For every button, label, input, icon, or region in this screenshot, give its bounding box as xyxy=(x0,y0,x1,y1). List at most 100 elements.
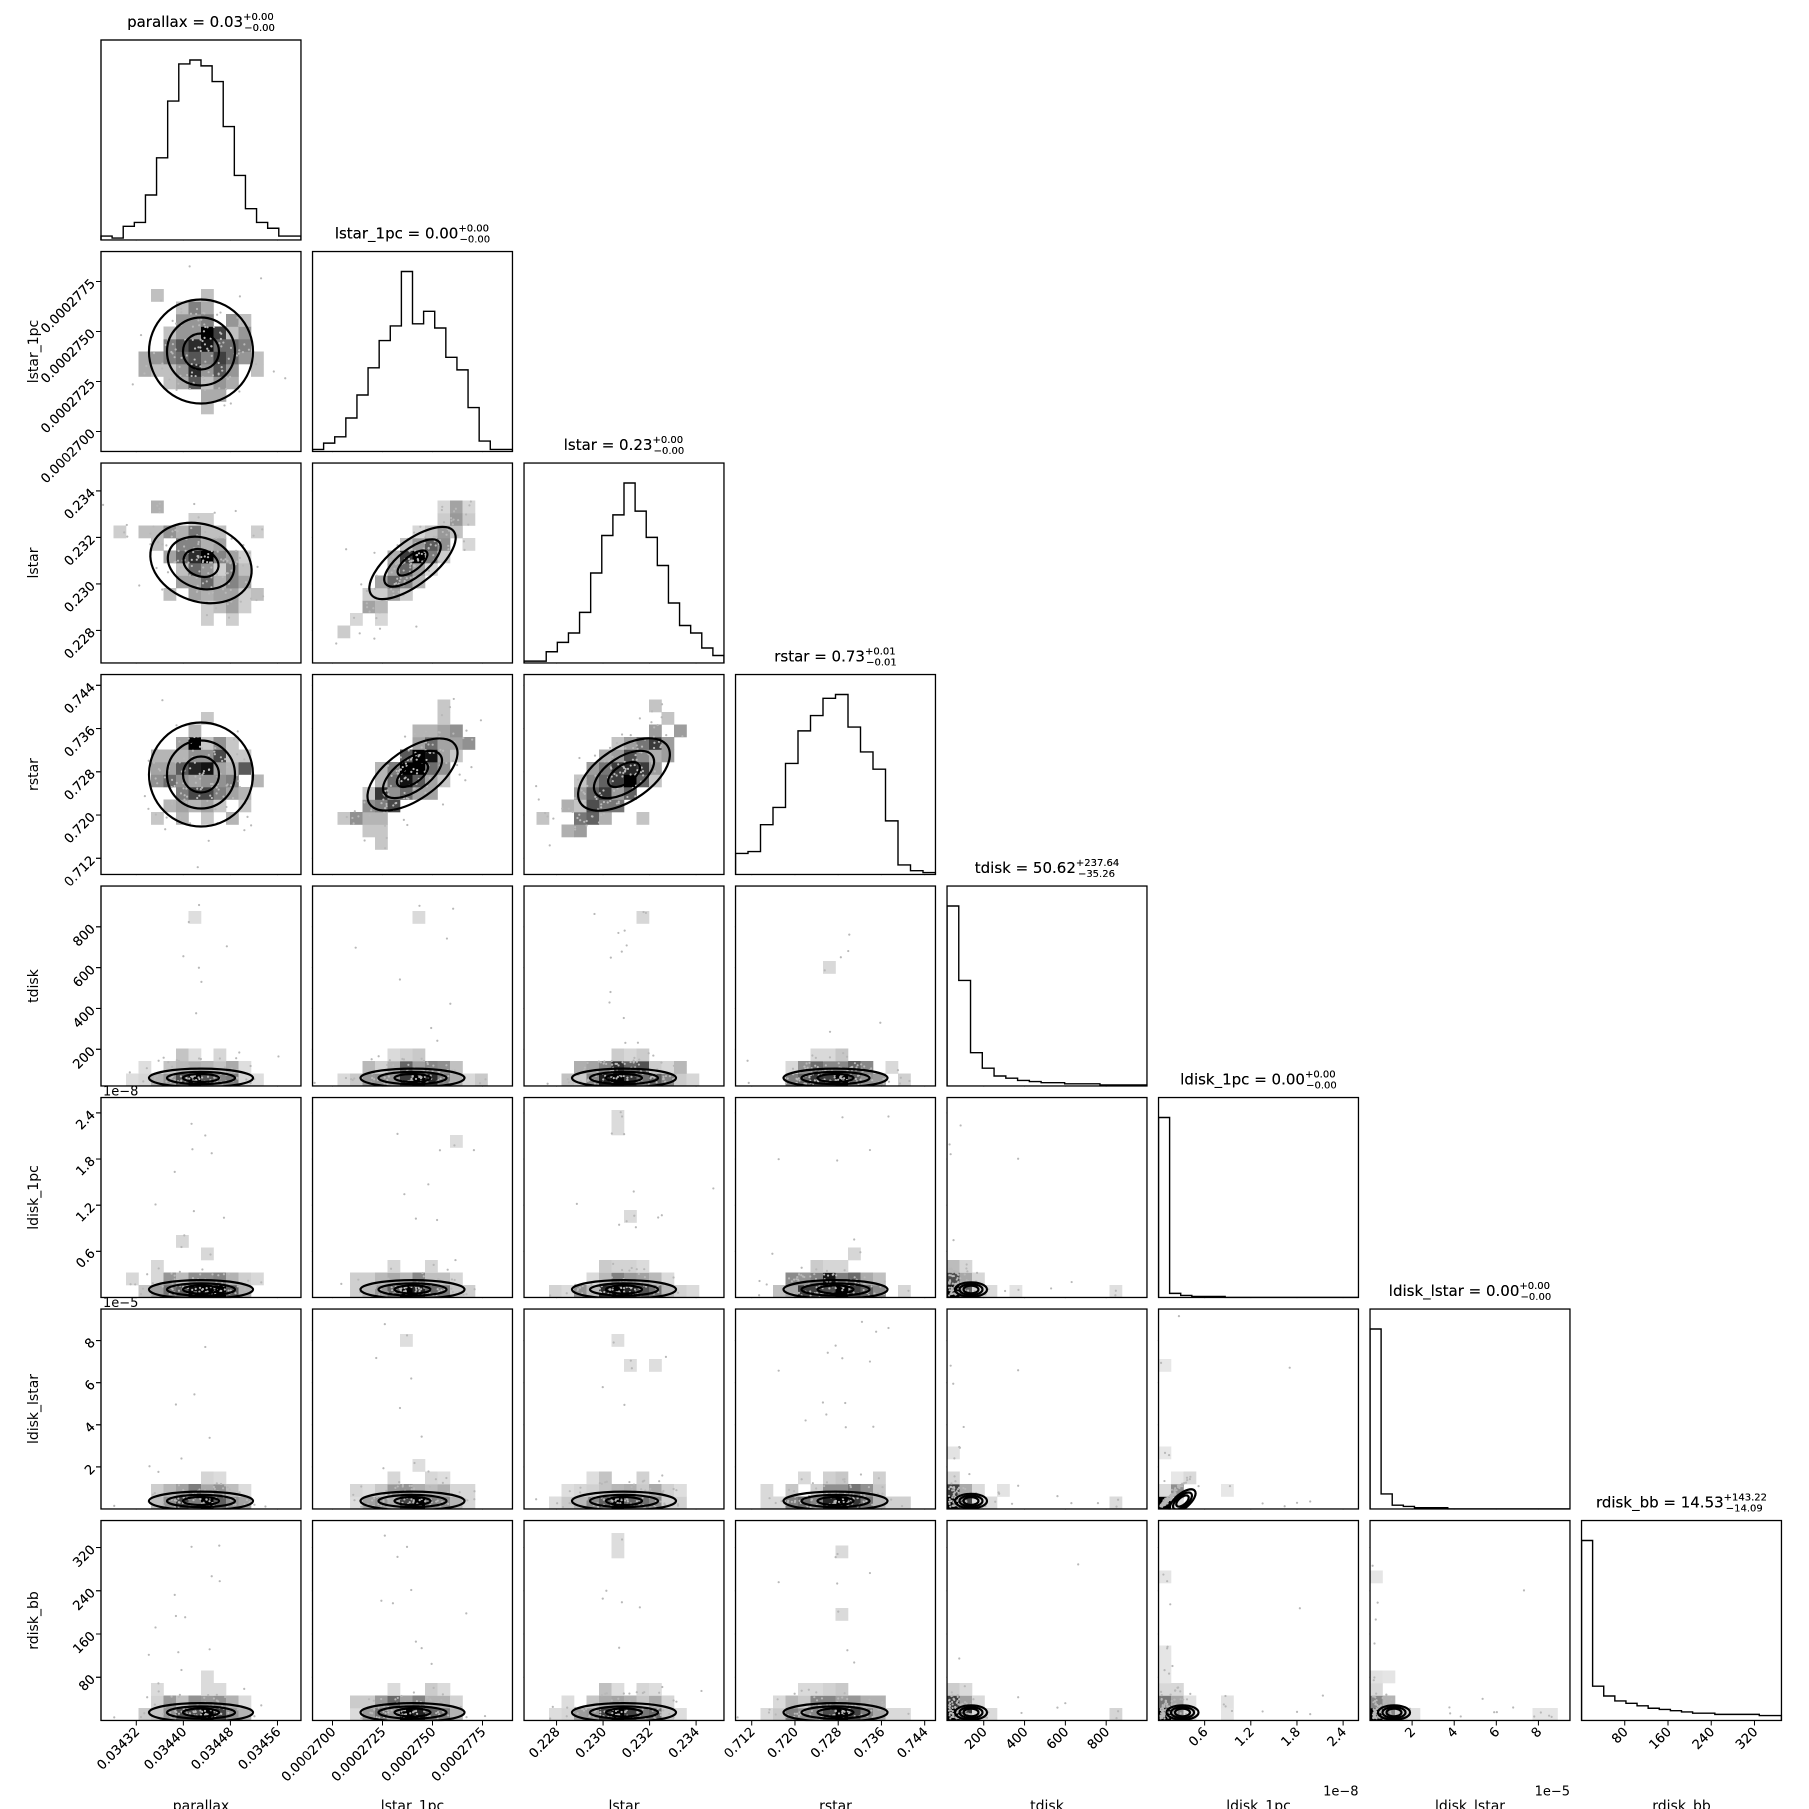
sample-point xyxy=(618,1223,621,1226)
sample-point xyxy=(846,1649,849,1652)
sample-point xyxy=(394,563,398,566)
sample-point xyxy=(625,944,628,947)
density-cell xyxy=(201,1683,214,1696)
density-cell xyxy=(1183,1471,1197,1485)
sample-point xyxy=(951,1709,954,1713)
sample-point xyxy=(596,1505,600,1509)
sample-point xyxy=(623,770,627,773)
contour-level-1 xyxy=(395,760,430,789)
sample-point xyxy=(640,766,643,769)
sample-point xyxy=(1175,1489,1178,1492)
sample-point xyxy=(1183,1482,1186,1485)
density-cell xyxy=(238,588,252,601)
sample-point xyxy=(768,1497,771,1500)
sample-point xyxy=(841,1357,844,1360)
sample-point xyxy=(620,1601,624,1604)
sample-point xyxy=(161,367,164,370)
sample-point xyxy=(602,1078,605,1081)
sample-point xyxy=(384,1712,387,1715)
y-tick-label: 200 xyxy=(70,1044,98,1072)
sample-point xyxy=(469,500,472,503)
sample-point xyxy=(432,1686,435,1690)
density-cell xyxy=(213,1695,227,1709)
sample-point xyxy=(445,1476,448,1480)
sample-point xyxy=(432,1064,435,1067)
density-cell xyxy=(661,1484,675,1497)
y-axis-label: ldisk_1pc xyxy=(26,1165,42,1230)
sample-point xyxy=(378,1716,381,1719)
sample-point xyxy=(203,323,206,326)
sample-point xyxy=(218,1057,221,1060)
sample-point xyxy=(195,558,198,561)
density-cell xyxy=(810,1683,824,1696)
sample-point xyxy=(223,1066,227,1069)
sample-point xyxy=(382,798,385,801)
density-cell xyxy=(885,1061,899,1074)
sample-point xyxy=(372,1699,375,1702)
sample-point xyxy=(197,540,200,544)
density-cell xyxy=(375,575,388,589)
sample-point xyxy=(246,815,249,818)
sample-point xyxy=(842,1052,845,1055)
sample-point xyxy=(1179,1690,1182,1693)
density-cell xyxy=(176,326,189,340)
sample-point xyxy=(175,1499,178,1502)
sample-point xyxy=(417,559,420,562)
sample-point xyxy=(438,731,441,734)
sample-point xyxy=(816,1065,819,1069)
density-cell xyxy=(362,824,376,838)
sample-point xyxy=(354,946,357,949)
sample-point xyxy=(615,1077,618,1080)
histogram-line xyxy=(734,693,937,875)
sample-point xyxy=(1077,1563,1080,1566)
sample-point xyxy=(206,560,209,564)
sample-point xyxy=(630,1485,633,1489)
sample-point xyxy=(583,1068,586,1072)
density-cell xyxy=(437,1471,451,1485)
sample-point xyxy=(429,543,432,546)
sample-point xyxy=(747,1081,750,1084)
sample-point xyxy=(956,1695,959,1698)
sample-point xyxy=(190,371,194,374)
sample-point xyxy=(823,969,826,972)
density-cell xyxy=(350,1073,363,1087)
panel-frame xyxy=(1157,1519,1360,1722)
sample-point xyxy=(1170,1488,1173,1491)
sample-point xyxy=(643,1276,646,1279)
y-offset-text: 1e−5 xyxy=(103,1296,138,1311)
sample-point xyxy=(234,509,237,513)
sample-point xyxy=(427,743,430,746)
histogram-lstar_1pc: lstar_1pc = 0.00+0.00 −0.00 xyxy=(311,224,514,457)
sample-point xyxy=(126,535,129,538)
sample-point xyxy=(465,729,468,732)
density-cell xyxy=(176,1235,189,1248)
sample-point xyxy=(382,1500,385,1503)
sample-point xyxy=(456,534,459,537)
sample-point xyxy=(177,1651,180,1654)
sample-point xyxy=(843,1710,846,1713)
sample-point xyxy=(839,1075,842,1078)
sample-point xyxy=(871,1079,874,1082)
sample-point xyxy=(641,774,645,777)
sample-point xyxy=(442,1710,445,1713)
sample-point xyxy=(218,1544,221,1547)
sample-point xyxy=(415,625,418,628)
density-cell xyxy=(163,799,177,813)
sample-point xyxy=(445,937,449,940)
density-cell xyxy=(661,737,675,750)
sample-point xyxy=(453,1069,456,1072)
density-cell xyxy=(561,1496,575,1510)
contour-level-2 xyxy=(377,1282,448,1297)
sample-point xyxy=(622,771,625,775)
sample-point xyxy=(868,1702,871,1705)
panel-border xyxy=(734,1096,937,1299)
sample-point xyxy=(218,342,221,345)
sample-point xyxy=(206,1075,210,1078)
sample-point xyxy=(814,1277,818,1281)
sample-point xyxy=(1167,1672,1171,1675)
density-cell xyxy=(636,1272,650,1286)
sample-point xyxy=(657,1291,660,1294)
density-cell xyxy=(686,1073,700,1087)
panel-frame xyxy=(946,1519,1148,1722)
